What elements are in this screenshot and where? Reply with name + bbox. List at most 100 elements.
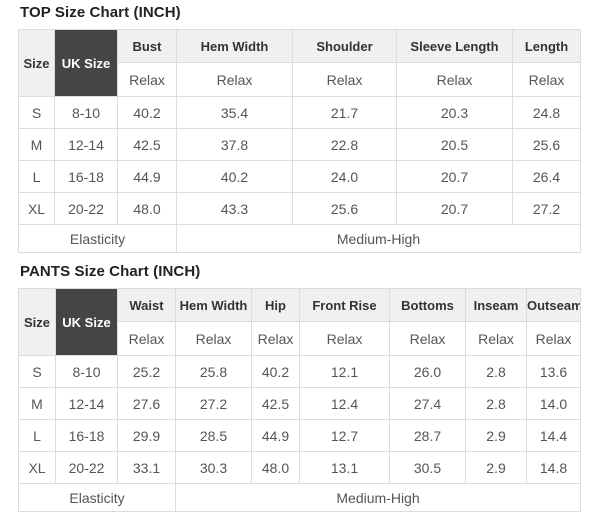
pants-column-header: Waist <box>117 288 176 322</box>
table-row: L 16-18 44.9 40.2 24.0 20.7 26.4 <box>18 160 581 193</box>
size-cell: S <box>18 96 55 129</box>
measure-cell: 40.2 <box>176 160 293 193</box>
measure-cell: 27.2 <box>175 387 252 420</box>
measure-cell: 25.6 <box>512 128 581 161</box>
uk-size-cell: 8-10 <box>54 96 118 129</box>
pants-size-header-cell: Size <box>18 288 56 356</box>
measure-cell: 44.9 <box>251 419 300 452</box>
uk-size-cell: 8-10 <box>55 355 118 388</box>
uk-size-cell: 12-14 <box>54 128 118 161</box>
top-fit-row: Relax Relax Relax Relax Relax <box>19 62 581 97</box>
pants-column-header: Inseam <box>465 288 527 322</box>
measure-cell: 12.4 <box>299 387 390 420</box>
size-cell: L <box>18 160 55 193</box>
uk-size-cell: 16-18 <box>54 160 118 193</box>
top-uk-size-header-cell: UK Size <box>54 29 118 97</box>
measure-cell: 40.2 <box>117 96 177 129</box>
elasticity-value-cell: Medium-High <box>175 483 581 512</box>
pants-column-header: Bottoms <box>389 288 466 322</box>
pants-column-header: Hem Width <box>175 288 252 322</box>
size-cell: L <box>18 419 56 452</box>
pants-column-header: Front Rise <box>299 288 390 322</box>
measure-cell: 27.6 <box>117 387 176 420</box>
top-header-row: Size UK Size Bust Hem Width Shoulder Sle… <box>18 29 581 97</box>
measure-cell: 40.2 <box>251 355 300 388</box>
size-cell: M <box>18 128 55 161</box>
fit-cell: Relax <box>117 62 177 97</box>
measure-cell: 13.6 <box>526 355 581 388</box>
table-row: M 12-14 42.5 37.8 22.8 20.5 25.6 <box>18 128 581 161</box>
measure-cell: 13.1 <box>299 451 390 484</box>
measure-cell: 2.8 <box>465 387 527 420</box>
measure-cell: 25.8 <box>175 355 252 388</box>
measure-cell: 29.9 <box>117 419 176 452</box>
measure-cell: 28.5 <box>175 419 252 452</box>
fit-cell: Relax <box>526 321 581 356</box>
pants-chart-title: PANTS Size Chart (INCH) <box>20 263 201 280</box>
fit-cell: Relax <box>175 321 252 356</box>
measure-cell: 30.5 <box>389 451 466 484</box>
measure-cell: 27.4 <box>389 387 466 420</box>
measure-cell: 21.7 <box>292 96 397 129</box>
measure-cell: 14.0 <box>526 387 581 420</box>
table-row: XL 20-22 33.1 30.3 48.0 13.1 30.5 2.9 14… <box>18 451 581 484</box>
measure-cell: 20.7 <box>396 160 513 193</box>
measure-cell: 44.9 <box>117 160 177 193</box>
measure-cell: 28.7 <box>389 419 466 452</box>
top-size-chart-table: Size UK Size Bust Hem Width Shoulder Sle… <box>18 29 581 253</box>
size-cell: M <box>18 387 56 420</box>
size-cell: XL <box>18 451 56 484</box>
top-size-header-cell: Size <box>18 29 55 97</box>
top-column-header: Hem Width <box>176 29 293 63</box>
measure-cell: 33.1 <box>117 451 176 484</box>
fit-cell: Relax <box>396 62 513 97</box>
uk-size-cell: 16-18 <box>55 419 118 452</box>
table-row: L 16-18 29.9 28.5 44.9 12.7 28.7 2.9 14.… <box>18 419 581 452</box>
measure-cell: 48.0 <box>251 451 300 484</box>
fit-cell: Relax <box>512 62 581 97</box>
measure-cell: 35.4 <box>176 96 293 129</box>
fit-cell: Relax <box>389 321 466 356</box>
measure-cell: 14.4 <box>526 419 581 452</box>
elasticity-label-cell: Elasticity <box>18 483 176 512</box>
measure-cell: 12.7 <box>299 419 390 452</box>
size-cell: S <box>18 355 56 388</box>
table-row: S 8-10 25.2 25.8 40.2 12.1 26.0 2.8 13.6 <box>18 355 581 388</box>
pants-column-header: Hip <box>251 288 300 322</box>
measure-cell: 2.8 <box>465 355 527 388</box>
pants-fit-row: Relax Relax Relax Relax Relax Relax Rela… <box>19 321 581 356</box>
measure-cell: 30.3 <box>175 451 252 484</box>
measure-cell: 12.1 <box>299 355 390 388</box>
top-column-header: Bust <box>117 29 177 63</box>
measure-cell: 43.3 <box>176 192 293 225</box>
table-row: XL 20-22 48.0 43.3 25.6 20.7 27.2 <box>18 192 581 225</box>
measure-cell: 2.9 <box>465 451 527 484</box>
measure-cell: 25.6 <box>292 192 397 225</box>
pants-size-chart-table: Size UK Size Waist Hem Width Hip Front R… <box>18 288 581 512</box>
fit-cell: Relax <box>292 62 397 97</box>
top-column-header: Sleeve Length <box>396 29 513 63</box>
measure-cell: 20.3 <box>396 96 513 129</box>
measure-cell: 20.7 <box>396 192 513 225</box>
measure-cell: 22.8 <box>292 128 397 161</box>
table-row: S 8-10 40.2 35.4 21.7 20.3 24.8 <box>18 96 581 129</box>
pants-header-row: Size UK Size Waist Hem Width Hip Front R… <box>18 288 581 356</box>
top-column-header: Length <box>512 29 581 63</box>
elasticity-label-cell: Elasticity <box>18 224 177 253</box>
pants-uk-size-header-cell: UK Size <box>55 288 118 356</box>
measure-cell: 14.8 <box>526 451 581 484</box>
measure-cell: 2.9 <box>465 419 527 452</box>
measure-cell: 27.2 <box>512 192 581 225</box>
fit-cell: Relax <box>176 62 293 97</box>
uk-size-cell: 12-14 <box>55 387 118 420</box>
elasticity-row: Elasticity Medium-High <box>18 483 581 512</box>
measure-cell: 26.0 <box>389 355 466 388</box>
uk-size-cell: 20-22 <box>54 192 118 225</box>
measure-cell: 25.2 <box>117 355 176 388</box>
pants-column-header: Outseam <box>526 288 581 322</box>
elasticity-row: Elasticity Medium-High <box>18 224 581 253</box>
fit-cell: Relax <box>251 321 300 356</box>
table-row: M 12-14 27.6 27.2 42.5 12.4 27.4 2.8 14.… <box>18 387 581 420</box>
size-cell: XL <box>18 192 55 225</box>
measure-cell: 26.4 <box>512 160 581 193</box>
